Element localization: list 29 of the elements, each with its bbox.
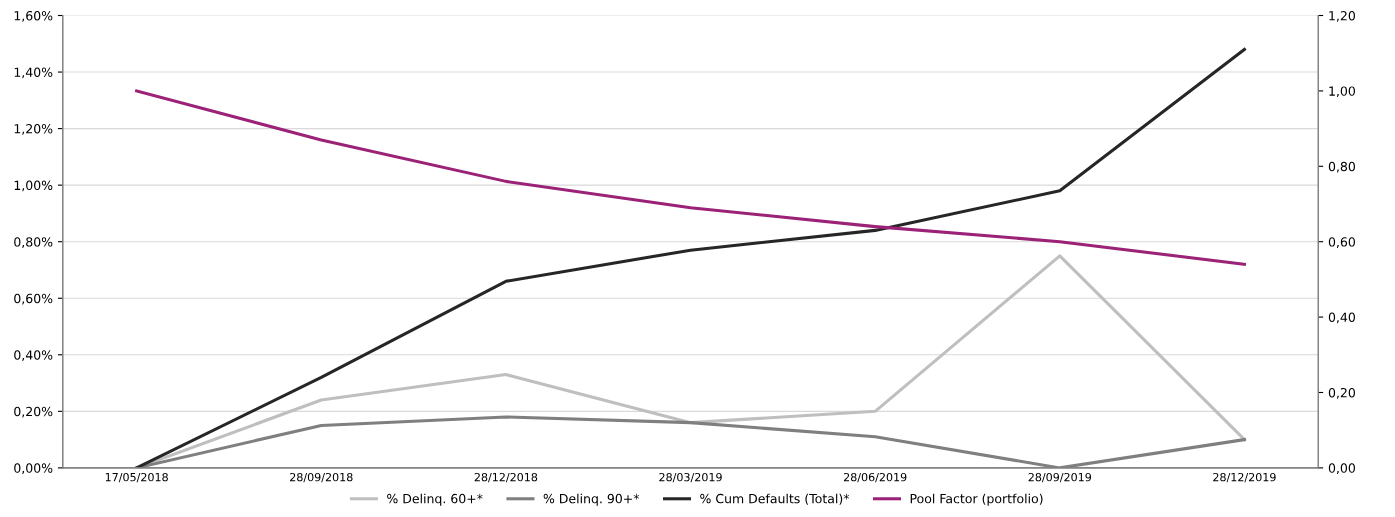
y-tick-label: 1,00% [14, 180, 53, 192]
y-tick-label: 0,40% [14, 350, 53, 361]
x-tick-label: 28/09/2019 [1028, 472, 1092, 483]
x-tick-label: 28/06/2019 [843, 472, 907, 483]
x-tick-label: 28/12/2019 [1213, 472, 1276, 483]
y-tick-label: 0,00% [14, 463, 53, 475]
y2-tick-label: 0,80 [1328, 161, 1355, 173]
y2-tick-label: 1,20 [1329, 10, 1355, 22]
line-series [135, 89, 1246, 266]
x-tick-label: 28/09/2018 [290, 472, 353, 483]
y-tick-label: 1,60% [14, 10, 53, 22]
y-tick-label: 1,40% [14, 67, 53, 79]
y2-tick-label: 0,60 [1328, 237, 1355, 248]
y2-tick-label: 0,00 [1328, 463, 1355, 475]
y-tick-label: 0,80% [14, 237, 53, 248]
x-tick-label: 28/03/2019 [659, 472, 722, 483]
y-tick-label: 0,60% [14, 293, 53, 305]
y-tick-label: 0,20% [14, 406, 53, 418]
legend-label: % Cum Defaults (Total)* [700, 493, 850, 505]
y2-tick-label: 1,00 [1329, 86, 1355, 98]
y2-tick-label: 0,20 [1328, 387, 1355, 399]
x-tick-label: 17/05/2018 [105, 472, 168, 483]
legend-label: % Delinq. 90+* [543, 493, 640, 506]
y-tick-label: 1,20% [14, 124, 53, 135]
legend-label: Pool Factor (portfolio) [910, 493, 1043, 506]
x-tick-label: 28/12/2018 [474, 472, 538, 483]
y2-tick-label: 0,40 [1328, 312, 1355, 324]
line-series [135, 47, 1246, 468]
legend-label: % Delinq. 60+* [387, 493, 483, 506]
